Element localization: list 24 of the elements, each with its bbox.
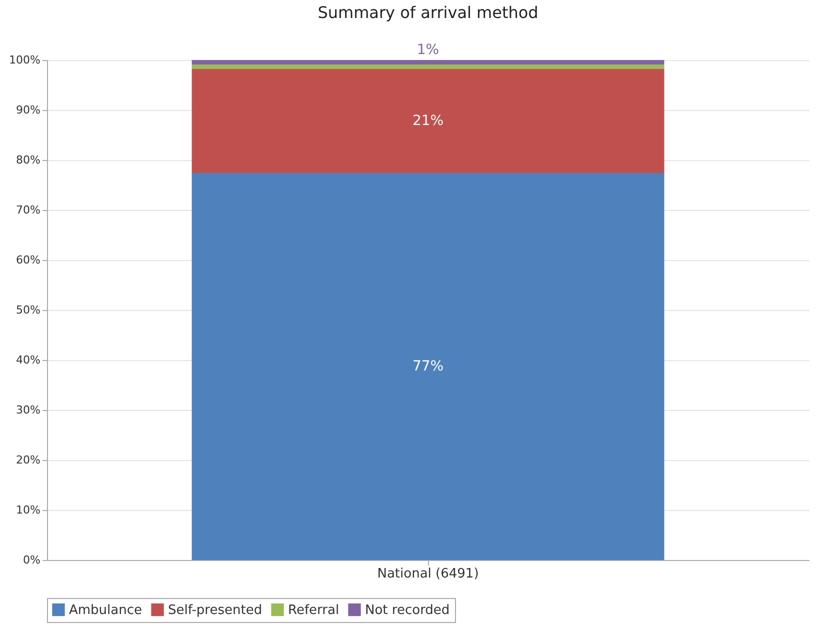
y-tick-label: 0% xyxy=(23,554,40,566)
bar xyxy=(192,69,664,173)
y-tick-label: 70% xyxy=(16,204,40,216)
legend-label: Ambulance xyxy=(69,602,142,618)
x-tick-label: National (6491) xyxy=(377,566,479,582)
legend-label: Not recorded xyxy=(365,602,450,618)
data-label: 21% xyxy=(412,113,444,129)
bar xyxy=(192,173,664,560)
y-tick-label: 100% xyxy=(9,54,40,66)
legend-label: Referral xyxy=(288,602,340,618)
chart-title: Summary of arrival method xyxy=(318,3,538,22)
y-tick-label: 40% xyxy=(16,354,40,366)
data-label: 1% xyxy=(416,42,440,58)
y-tick-label: 10% xyxy=(16,504,40,516)
legend-label: Self-presented xyxy=(168,602,262,618)
y-tick-label: 80% xyxy=(16,154,40,166)
y-tick-label: 60% xyxy=(16,254,40,266)
data-label: 77% xyxy=(412,358,444,374)
y-tick-label: 90% xyxy=(16,104,40,116)
bar xyxy=(192,64,664,69)
y-tick-label: 50% xyxy=(16,304,40,316)
bar xyxy=(192,60,664,64)
y-tick-label: 20% xyxy=(16,454,40,466)
y-tick-label: 30% xyxy=(16,404,40,416)
